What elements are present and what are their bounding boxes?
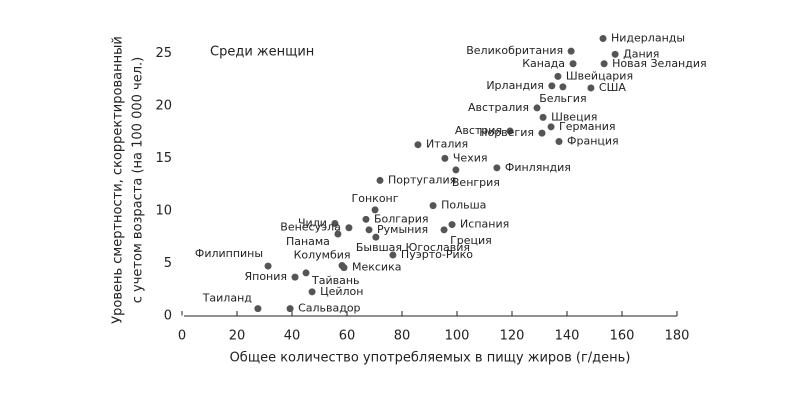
y-tick-label: 5 bbox=[164, 256, 172, 271]
x-tick-label: 20 bbox=[229, 329, 246, 344]
point-label: Болгария bbox=[374, 212, 429, 225]
point bbox=[452, 166, 460, 174]
y-tick-label: 20 bbox=[155, 98, 172, 113]
point-label: Япония bbox=[244, 270, 287, 283]
point bbox=[286, 305, 294, 313]
point bbox=[493, 164, 501, 172]
point bbox=[569, 60, 577, 68]
point bbox=[365, 226, 373, 234]
point bbox=[302, 269, 310, 277]
point bbox=[440, 226, 448, 234]
point-label: Венесуэла bbox=[280, 221, 341, 234]
point-label: Бывшая Югославия bbox=[356, 241, 470, 254]
point bbox=[414, 141, 422, 149]
point-label: Цейлон bbox=[320, 285, 363, 298]
point-label: Тайвань bbox=[311, 274, 360, 287]
point-label: Филиппины bbox=[195, 247, 263, 260]
point bbox=[448, 221, 456, 229]
point-label: Колумбия bbox=[294, 249, 351, 262]
x-tick-label: 40 bbox=[284, 329, 301, 344]
annotation: Среди женщин bbox=[210, 45, 314, 60]
point bbox=[345, 224, 353, 232]
point-label: Нидерланды bbox=[611, 32, 685, 45]
point bbox=[331, 220, 339, 228]
point-label: Греция bbox=[450, 234, 492, 247]
point-label: Германия bbox=[559, 120, 615, 133]
x-tick-label: 100 bbox=[445, 329, 470, 344]
point bbox=[389, 251, 397, 259]
point bbox=[254, 305, 262, 313]
y-tick-label: 0 bbox=[164, 309, 172, 324]
point bbox=[554, 72, 562, 80]
point bbox=[362, 215, 370, 223]
point-label: Австралия bbox=[468, 101, 529, 114]
y-tick-label: 15 bbox=[155, 151, 172, 166]
point-label: Чили bbox=[298, 217, 327, 230]
x-tick-label: 80 bbox=[394, 329, 411, 344]
point-label: Канада bbox=[522, 57, 565, 70]
point-label: Швейцария bbox=[566, 69, 633, 82]
point bbox=[547, 123, 555, 131]
x-tick-label: 140 bbox=[555, 329, 580, 344]
point-label: Венгрия bbox=[452, 176, 500, 189]
point-label: Гонконг bbox=[352, 192, 399, 205]
point-label: Бельгия bbox=[539, 92, 586, 105]
point bbox=[291, 273, 299, 281]
point-label: США bbox=[599, 81, 626, 94]
point-label: Италия bbox=[426, 138, 468, 151]
point-label: Финляндия bbox=[505, 161, 571, 174]
point bbox=[506, 127, 514, 135]
point-label: Румыния bbox=[377, 223, 428, 236]
point-label: Мексика bbox=[352, 261, 401, 274]
x-tick-label: 160 bbox=[610, 329, 635, 344]
y-axis-label: с учетом возраста (на 100 000 чел.) bbox=[131, 57, 146, 303]
point-label: Польша bbox=[441, 199, 486, 212]
point bbox=[429, 202, 437, 210]
point-label: Новая Зеландия bbox=[612, 57, 707, 70]
y-tick-label: 10 bbox=[155, 203, 172, 218]
point bbox=[308, 288, 316, 296]
point-label: Португалия bbox=[388, 173, 456, 186]
x-tick-label: 0 bbox=[178, 329, 186, 344]
point bbox=[538, 129, 546, 137]
x-tick-label: 120 bbox=[500, 329, 525, 344]
point bbox=[338, 262, 346, 270]
point bbox=[376, 176, 384, 184]
point-label: Таиланд bbox=[202, 292, 253, 305]
point bbox=[441, 154, 449, 162]
point bbox=[599, 35, 607, 43]
x-axis-label: Общее количество употребляемых в пищу жи… bbox=[230, 351, 631, 366]
y-axis-label: Уровень смертности, скорректированный bbox=[111, 36, 126, 324]
x-tick-label: 180 bbox=[665, 329, 690, 344]
point-label: Франция bbox=[567, 135, 619, 148]
point bbox=[611, 50, 619, 58]
point-label: Сальвадор bbox=[298, 302, 360, 315]
point bbox=[539, 113, 547, 121]
point-label: Швеция bbox=[551, 110, 597, 123]
point-label: Панама bbox=[286, 235, 330, 248]
point bbox=[372, 233, 380, 241]
point bbox=[555, 138, 563, 146]
point bbox=[587, 84, 595, 92]
point-label: Чехия bbox=[453, 151, 488, 164]
point-label: Великобритания bbox=[466, 44, 563, 57]
point bbox=[264, 262, 272, 270]
point bbox=[600, 60, 608, 68]
x-tick-label: 60 bbox=[339, 329, 356, 344]
point bbox=[533, 104, 541, 112]
point bbox=[334, 230, 342, 238]
point-label: Норвегия bbox=[479, 126, 534, 139]
point-label: Австрия bbox=[455, 124, 502, 137]
point-label: Пуэрто-Рико bbox=[401, 248, 473, 261]
point-label: Испания bbox=[460, 218, 509, 231]
point-label: Ирландия bbox=[486, 79, 544, 92]
point-label: Дания bbox=[623, 47, 659, 60]
y-tick-label: 25 bbox=[155, 46, 172, 61]
point bbox=[371, 206, 379, 214]
point bbox=[548, 82, 556, 90]
point bbox=[567, 47, 575, 55]
point bbox=[559, 83, 567, 91]
